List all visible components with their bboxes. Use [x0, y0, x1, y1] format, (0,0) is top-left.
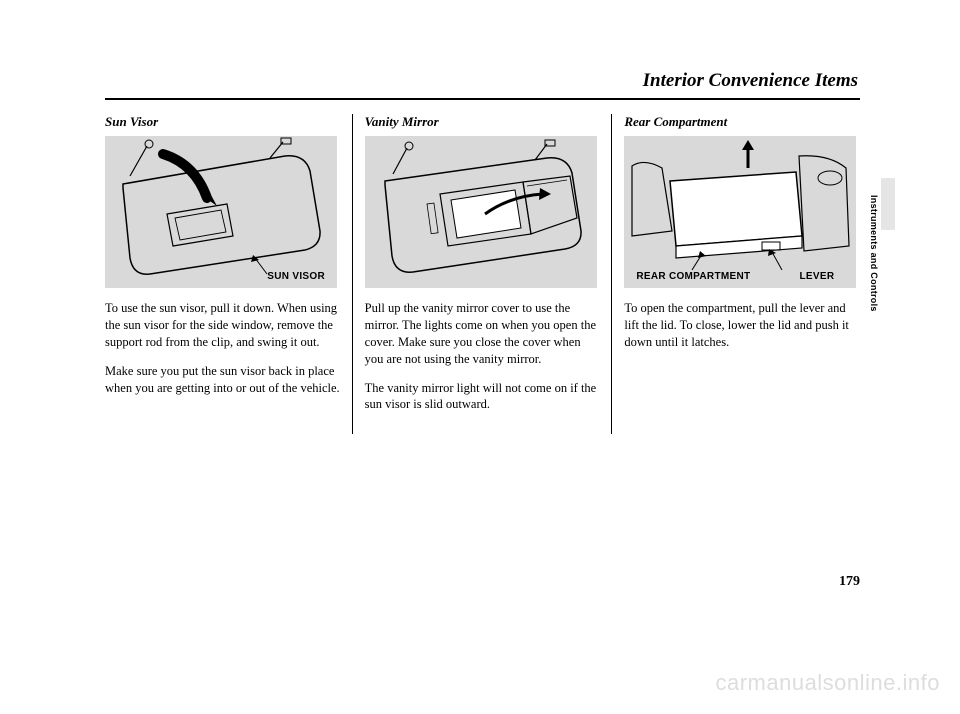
figure-label-sun-visor: SUN VISOR: [267, 271, 325, 282]
para-sun-visor-1: To use the sun visor, pull it down. When…: [105, 300, 341, 351]
para-vanity-1: Pull up the vanity mirror cover to use t…: [365, 300, 601, 368]
column-sun-visor: Sun Visor: [105, 114, 353, 425]
heading-vanity-mirror: Vanity Mirror: [365, 114, 601, 130]
figure-rear-compartment: REAR COMPARTMENT LEVER: [624, 136, 856, 288]
figure-vanity-mirror: [365, 136, 597, 288]
figure-label-lever: LEVER: [800, 271, 835, 282]
para-sun-visor-2: Make sure you put the sun visor back in …: [105, 363, 341, 397]
page-title: Interior Convenience Items: [105, 70, 860, 92]
sun-visor-svg: [105, 136, 337, 288]
para-rear-1: To open the compartment, pull the lever …: [624, 300, 860, 351]
heading-rear-compartment: Rear Compartment: [624, 114, 860, 130]
figure-sun-visor: SUN VISOR: [105, 136, 337, 288]
page-container: Interior Convenience Items Sun Visor: [105, 70, 860, 590]
side-label: Instruments and Controls: [869, 195, 879, 312]
columns-wrapper: Sun Visor: [105, 114, 860, 425]
divider-top: [105, 98, 860, 100]
column-vanity-mirror: Vanity Mirror: [353, 114, 613, 425]
figure-label-rear-compartment: REAR COMPARTMENT: [636, 271, 750, 282]
para-vanity-2: The vanity mirror light will not come on…: [365, 380, 601, 414]
rear-compartment-svg: [624, 136, 856, 288]
column-rear-compartment: Rear Compartment: [612, 114, 860, 425]
vanity-mirror-svg: [365, 136, 597, 288]
watermark: carmanualsonline.info: [715, 670, 940, 696]
heading-sun-visor: Sun Visor: [105, 114, 341, 130]
side-tab: [881, 178, 895, 230]
page-number: 179: [839, 574, 860, 590]
